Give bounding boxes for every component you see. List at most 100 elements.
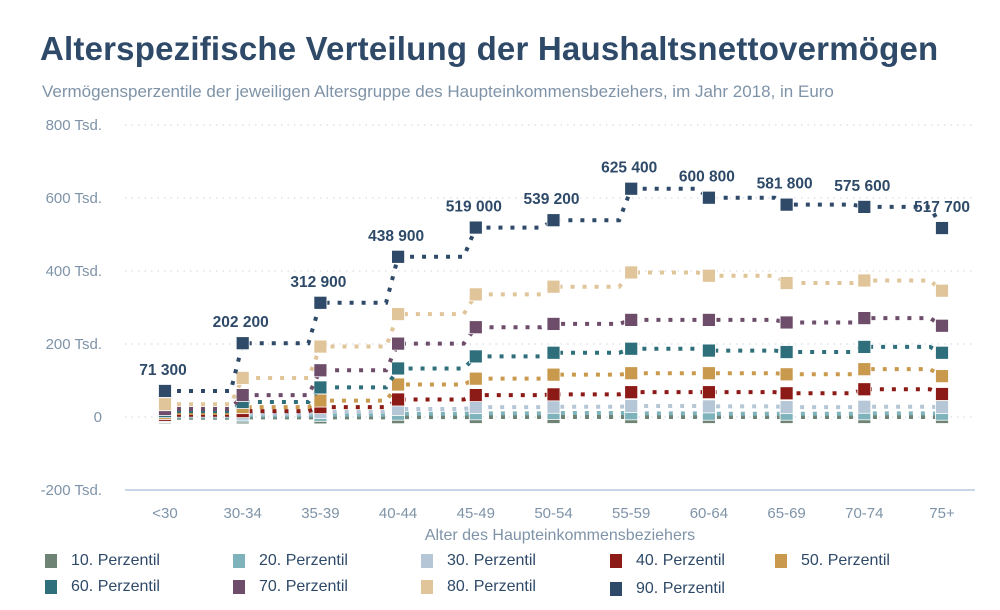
series-line xyxy=(165,367,944,415)
data-point[interactable] xyxy=(935,318,949,333)
data-point[interactable] xyxy=(468,287,483,302)
chart-plot: 800 Tsd. 600 Tsd. 400 Tsd. 200 Tsd. 0 -200 Ts… xyxy=(41,117,975,544)
legend-item[interactable]: 20. Perzentil xyxy=(233,552,348,570)
data-point[interactable] xyxy=(935,221,949,235)
data-point[interactable] xyxy=(935,387,949,401)
data-point[interactable] xyxy=(158,397,172,412)
data-point[interactable] xyxy=(857,399,872,414)
data-point[interactable] xyxy=(857,200,872,214)
data-point[interactable] xyxy=(624,313,639,327)
data-point[interactable] xyxy=(624,366,639,381)
data-point[interactable] xyxy=(313,295,328,310)
data-point[interactable] xyxy=(702,313,716,327)
data-point[interactable] xyxy=(546,399,561,414)
legend-swatch xyxy=(45,554,57,568)
legend-swatch xyxy=(233,580,245,594)
data-point[interactable] xyxy=(313,380,328,395)
data-point[interactable] xyxy=(546,387,561,402)
data-point[interactable] xyxy=(313,363,328,378)
data-label: 600 800 xyxy=(679,169,735,186)
legend-item[interactable]: 70. Perzentil xyxy=(233,578,348,596)
data-point[interactable] xyxy=(468,371,483,386)
legend-label: 30. Perzentil xyxy=(447,552,536,569)
data-point[interactable] xyxy=(313,393,328,408)
data-point[interactable] xyxy=(468,400,483,415)
series-line xyxy=(165,387,943,417)
data-point[interactable] xyxy=(624,399,639,413)
data-point[interactable] xyxy=(468,388,483,403)
data-point[interactable] xyxy=(391,249,406,264)
data-point[interactable] xyxy=(857,311,872,325)
data-point[interactable] xyxy=(624,181,639,196)
y-tick-label: -200 Tsd. xyxy=(41,482,102,499)
data-point[interactable] xyxy=(857,340,872,354)
legend-item[interactable]: 30. Perzentil xyxy=(421,552,536,570)
data-point[interactable] xyxy=(779,276,794,290)
data-point[interactable] xyxy=(779,367,794,382)
data-point[interactable] xyxy=(546,213,561,228)
data-point[interactable] xyxy=(779,345,794,359)
data-point[interactable] xyxy=(779,400,794,415)
data-point[interactable] xyxy=(391,307,406,321)
data-point[interactable] xyxy=(313,339,328,354)
data-point[interactable] xyxy=(391,377,406,392)
data-point[interactable] xyxy=(391,361,406,376)
data-label: 312 900 xyxy=(290,274,346,291)
x-tick-label: <30 xyxy=(152,505,177,522)
data-point[interactable] xyxy=(702,385,716,400)
data-point[interactable] xyxy=(468,320,483,335)
data-point[interactable] xyxy=(857,362,872,377)
data-point[interactable] xyxy=(702,268,716,283)
data-point[interactable] xyxy=(935,283,949,298)
x-tick-label: 60-64 xyxy=(690,505,728,522)
data-label: 202 200 xyxy=(213,314,269,331)
chart-title: Alterspezifische Verteilung der Haushalt… xyxy=(40,30,939,67)
data-point[interactable] xyxy=(702,366,716,381)
series-line xyxy=(165,344,943,414)
data-point[interactable] xyxy=(546,317,561,331)
y-tick-label: 200 Tsd. xyxy=(46,336,102,353)
data-point[interactable] xyxy=(391,336,406,351)
data-point[interactable] xyxy=(624,265,639,280)
legend-item[interactable]: 40. Perzentil xyxy=(610,552,725,570)
legend-item[interactable]: 50. Perzentil xyxy=(775,552,890,570)
data-point[interactable] xyxy=(546,279,561,294)
data-point[interactable] xyxy=(391,392,406,407)
data-point[interactable] xyxy=(468,220,483,235)
x-tick-label: 40-44 xyxy=(379,505,417,522)
legend-item[interactable]: 90. Perzentil xyxy=(610,580,725,598)
data-point[interactable] xyxy=(935,400,949,415)
data-point[interactable] xyxy=(935,369,949,384)
legend-item[interactable]: 80. Perzentil xyxy=(421,578,536,596)
data-point[interactable] xyxy=(468,349,483,364)
legend-swatch xyxy=(421,554,433,568)
legend-item[interactable]: 10. Perzentil xyxy=(45,552,160,570)
data-point[interactable] xyxy=(235,336,250,351)
data-point[interactable] xyxy=(702,399,716,414)
x-tick-label: 55-59 xyxy=(612,505,650,522)
data-point[interactable] xyxy=(624,385,639,400)
legend-item[interactable]: 60. Perzentil xyxy=(45,578,160,596)
data-point[interactable] xyxy=(779,386,794,401)
data-point[interactable] xyxy=(857,273,872,288)
data-point[interactable] xyxy=(546,345,561,360)
data-point[interactable] xyxy=(546,367,561,382)
data-point[interactable] xyxy=(779,315,794,330)
data-point[interactable] xyxy=(779,197,794,212)
data-point[interactable] xyxy=(857,382,872,397)
legend-swatch xyxy=(775,554,787,568)
data-point[interactable] xyxy=(235,371,250,385)
data-label: 539 200 xyxy=(523,191,579,208)
legend-label: 70. Perzentil xyxy=(259,578,348,595)
legend-label: 20. Perzentil xyxy=(259,552,348,569)
x-tick-label: 45-49 xyxy=(457,505,495,522)
data-point[interactable] xyxy=(935,345,949,360)
data-point[interactable] xyxy=(702,343,716,358)
series-4 xyxy=(158,382,949,422)
legend-label: 60. Perzentil xyxy=(71,578,160,595)
data-point[interactable] xyxy=(235,388,250,403)
series-8 xyxy=(158,265,949,412)
data-point[interactable] xyxy=(624,341,639,356)
data-point[interactable] xyxy=(158,384,172,398)
data-point[interactable] xyxy=(702,190,716,205)
